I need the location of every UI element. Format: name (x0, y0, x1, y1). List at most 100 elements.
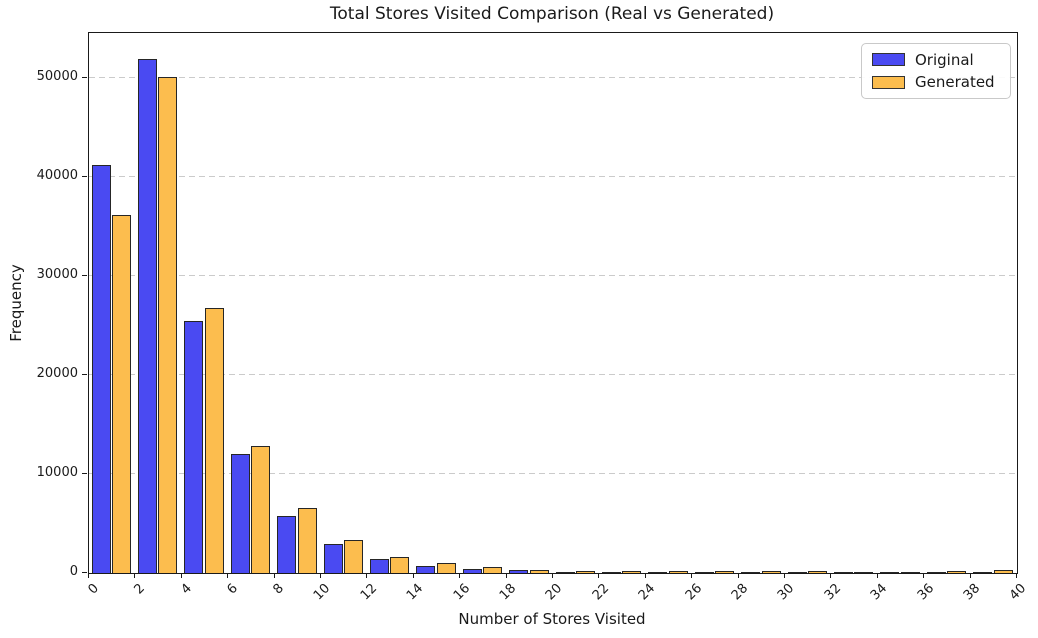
bar-generated-2-4 (158, 76, 178, 573)
x-tick-mark (459, 573, 461, 578)
gridline-y-30000 (89, 274, 1017, 276)
x-tick-mark (1016, 573, 1017, 578)
y-tick-mark (82, 572, 87, 573)
plot-area (88, 32, 1018, 574)
bar-generated-12-14 (390, 557, 410, 573)
x-tick-mark (505, 573, 507, 578)
y-tick-label-10000: 10000 (36, 464, 78, 480)
y-tick-mark (82, 373, 87, 375)
bar-generated-10-12 (344, 540, 363, 573)
x-tick-label-34: 34 (868, 581, 891, 604)
x-tick-label-8: 8 (270, 581, 288, 598)
bar-original-38-40 (973, 571, 993, 573)
x-axis-label: Number of Stores Visited (458, 610, 646, 628)
bar-generated-30-32 (808, 570, 827, 573)
bar-generated-24-26 (668, 570, 688, 573)
x-tick-label-26: 26 (682, 581, 705, 604)
gridline-y-40000 (89, 175, 1017, 177)
x-tick-label-16: 16 (450, 581, 473, 604)
x-tick-label-14: 14 (404, 581, 427, 604)
x-tick-label-0: 0 (85, 581, 102, 598)
gridline-y-20000 (89, 373, 1017, 375)
x-tick-label-18: 18 (496, 581, 520, 604)
bar-generated-4-6 (204, 308, 224, 573)
x-tick-label-22: 22 (589, 581, 613, 604)
bar-original-12-14 (369, 559, 389, 573)
legend-label-original: Original (915, 50, 974, 69)
x-tick-label-4: 4 (177, 581, 195, 598)
y-tick-mark (82, 175, 87, 177)
x-tick-mark (273, 573, 275, 578)
x-tick-label-10: 10 (311, 581, 334, 604)
x-tick-label-30: 30 (775, 581, 798, 604)
bar-generated-18-20 (529, 570, 549, 573)
generated-series-swatch-icon (872, 75, 905, 89)
legend: Original Generated (861, 43, 1011, 99)
x-tick-mark (598, 573, 600, 578)
y-tick-label-0: 0 (69, 564, 78, 579)
bar-original-22-24 (601, 571, 621, 573)
y-axis-label: Frequency (7, 264, 25, 342)
bar-generated-36-38 (947, 570, 967, 573)
bar-original-36-38 (926, 571, 946, 573)
x-tick-mark (969, 573, 971, 578)
bar-generated-38-40 (993, 570, 1013, 573)
legend-item-original: Original (862, 51, 1010, 69)
x-tick-mark (227, 573, 229, 578)
bar-original-30-32 (787, 571, 807, 573)
bar-generated-16-18 (483, 567, 503, 573)
x-tick-mark (784, 573, 785, 578)
x-tick-mark (366, 573, 368, 578)
x-tick-label-20: 20 (543, 581, 566, 604)
bar-generated-22-24 (622, 570, 642, 573)
bar-original-16-18 (462, 569, 482, 573)
legend-item-generated: Generated (862, 73, 1010, 91)
bar-original-8-10 (277, 515, 297, 573)
x-tick-mark (691, 573, 693, 578)
bar-generated-34-36 (900, 571, 920, 573)
x-tick-mark (180, 573, 182, 578)
x-tick-label-32: 32 (821, 581, 845, 604)
bar-original-24-26 (648, 571, 668, 573)
x-tick-mark (644, 573, 646, 578)
bar-original-2-4 (137, 58, 157, 573)
bar-original-32-34 (833, 571, 853, 573)
y-tick-label-40000: 40000 (36, 167, 78, 183)
x-tick-mark (737, 573, 739, 578)
bar-generated-14-16 (436, 563, 456, 573)
y-tick-mark (82, 76, 87, 78)
bar-original-14-16 (416, 566, 436, 573)
bar-original-18-20 (509, 570, 529, 573)
bar-original-20-22 (555, 571, 575, 573)
x-tick-label-36: 36 (914, 581, 937, 604)
bar-generated-20-22 (576, 570, 595, 573)
x-tick-mark (876, 573, 878, 578)
bar-original-28-30 (741, 571, 761, 573)
x-tick-label-28: 28 (728, 581, 752, 604)
y-tick-label-30000: 30000 (36, 266, 78, 282)
x-tick-label-2: 2 (131, 581, 149, 598)
bar-generated-8-10 (297, 507, 317, 573)
bar-generated-0-2 (112, 215, 131, 573)
x-tick-mark (923, 573, 925, 578)
original-series-swatch-icon (872, 53, 905, 67)
gridline-y-10000 (89, 472, 1017, 474)
x-tick-mark (830, 573, 832, 578)
x-tick-label-40: 40 (1007, 581, 1030, 604)
x-tick-mark (320, 573, 321, 578)
x-tick-mark (412, 573, 414, 578)
bar-generated-6-8 (251, 446, 271, 573)
bar-original-34-36 (880, 571, 900, 573)
bar-generated-32-34 (854, 571, 874, 573)
y-tick-mark (82, 472, 87, 474)
legend-label-generated: Generated (915, 73, 995, 92)
bar-generated-26-28 (715, 570, 735, 573)
x-tick-mark (88, 573, 89, 578)
x-tick-label-38: 38 (960, 581, 984, 604)
bar-generated-28-30 (761, 570, 781, 573)
gridline-y-50000 (89, 76, 1017, 78)
bar-original-10-12 (323, 544, 343, 573)
x-tick-label-6: 6 (224, 581, 241, 598)
bar-original-4-6 (184, 321, 204, 573)
